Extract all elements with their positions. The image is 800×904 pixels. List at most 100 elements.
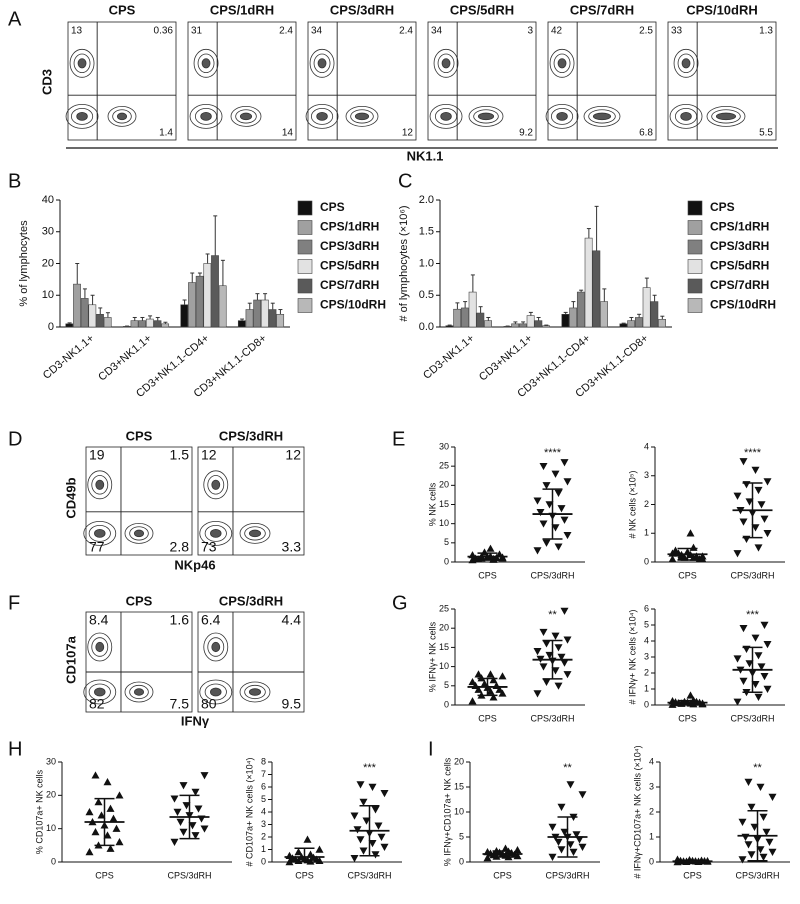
bar bbox=[576, 291, 585, 328]
y-tick-label: 15 bbox=[439, 499, 449, 509]
data-point bbox=[539, 628, 548, 637]
contour bbox=[199, 521, 233, 546]
data-point bbox=[768, 848, 777, 856]
contour bbox=[244, 526, 266, 541]
data-point bbox=[362, 817, 371, 825]
bar bbox=[453, 308, 462, 328]
y-tick-label: 30 bbox=[439, 441, 449, 451]
y-tick-label: 4 bbox=[261, 806, 266, 816]
data-point bbox=[498, 554, 507, 562]
y-tick-label: 1.5 bbox=[419, 226, 434, 238]
data-point bbox=[350, 812, 359, 820]
contour bbox=[91, 475, 109, 495]
contour bbox=[107, 106, 137, 127]
data-point bbox=[563, 478, 572, 486]
quadrant-percent: 3 bbox=[527, 26, 533, 37]
x-tick-label: CPS bbox=[478, 713, 497, 723]
contour bbox=[95, 641, 105, 653]
data-point bbox=[557, 803, 566, 811]
y-tick-label: 30 bbox=[46, 756, 56, 766]
contour bbox=[680, 112, 692, 121]
quadrant-percent: 9.2 bbox=[519, 128, 533, 139]
contour bbox=[550, 108, 574, 125]
quadrant-percent: 9.5 bbox=[282, 696, 302, 712]
data-point bbox=[745, 660, 754, 668]
contour bbox=[305, 104, 339, 129]
contour bbox=[235, 109, 257, 124]
data-point bbox=[468, 697, 477, 705]
x-tick-label: CPS bbox=[678, 713, 697, 723]
bar bbox=[80, 298, 89, 328]
data-point bbox=[578, 843, 587, 851]
data-point bbox=[739, 677, 748, 685]
y-axis-label: # CD107a+ NK cells (×10⁴) bbox=[244, 758, 254, 867]
contour bbox=[207, 475, 225, 495]
data-point bbox=[754, 544, 763, 552]
data-point bbox=[513, 846, 522, 854]
y-tick-label: 6 bbox=[644, 603, 649, 613]
x-tick-label: CPS/3dRH bbox=[530, 570, 574, 580]
contour bbox=[199, 679, 233, 705]
contour bbox=[711, 109, 741, 124]
panel-label: B bbox=[8, 170, 21, 192]
quadrant-percent: 2.8 bbox=[170, 539, 190, 555]
bar bbox=[584, 237, 593, 328]
y-axis-label: # NK cells (×10⁵) bbox=[627, 470, 637, 538]
y-tick-label: 20 bbox=[439, 480, 449, 490]
data-point bbox=[557, 653, 566, 661]
quadrant-percent: 34 bbox=[431, 26, 443, 37]
quadrant-percent: 42 bbox=[551, 26, 563, 37]
contour bbox=[316, 112, 328, 121]
data-point bbox=[106, 844, 115, 852]
y-tick-label: 0.5 bbox=[419, 289, 434, 301]
data-point bbox=[560, 659, 569, 667]
bar bbox=[658, 319, 667, 328]
data-point bbox=[486, 544, 495, 552]
data-point bbox=[554, 489, 563, 497]
contour bbox=[313, 53, 331, 74]
bar bbox=[253, 299, 262, 328]
y-axis-label: # IFNγ+CD107a+ NK cells (×10⁴) bbox=[632, 745, 642, 878]
y-tick-label: 5 bbox=[459, 831, 464, 841]
plot-frame bbox=[547, 21, 657, 141]
significance: *** bbox=[363, 762, 377, 774]
data-point bbox=[377, 833, 386, 841]
data-point bbox=[306, 850, 315, 858]
bar bbox=[218, 285, 227, 328]
contour bbox=[437, 53, 455, 74]
data-point bbox=[557, 505, 566, 513]
quadrant-percent: 4.4 bbox=[282, 612, 302, 628]
quadrant-percent: 34 bbox=[311, 26, 323, 37]
data-point bbox=[533, 547, 542, 555]
significance: **** bbox=[544, 447, 562, 459]
data-point bbox=[757, 663, 766, 671]
bar bbox=[103, 317, 112, 328]
contour bbox=[583, 106, 621, 127]
y-tick-label: 2 bbox=[649, 806, 654, 816]
data-point bbox=[551, 524, 560, 532]
data-point bbox=[760, 515, 769, 523]
data-point bbox=[733, 550, 742, 558]
data-point bbox=[359, 847, 368, 855]
bar bbox=[237, 320, 246, 328]
data-point bbox=[744, 778, 753, 786]
data-point bbox=[109, 814, 118, 822]
bar bbox=[542, 325, 551, 328]
bar bbox=[276, 313, 285, 328]
contour bbox=[210, 687, 222, 697]
quadrant-percent: 1.6 bbox=[170, 612, 190, 628]
x-tick-label: CPS/3dRH bbox=[167, 870, 211, 880]
contour bbox=[91, 637, 109, 657]
data-point bbox=[572, 831, 581, 839]
quadrant-percent: 82 bbox=[89, 696, 105, 712]
y-tick-label: 1 bbox=[644, 683, 649, 693]
contour bbox=[76, 112, 88, 121]
x-tick-label: CPS/3dRH bbox=[545, 870, 589, 880]
contour bbox=[244, 684, 266, 700]
data-point bbox=[380, 843, 389, 851]
contour bbox=[124, 523, 154, 544]
contour bbox=[345, 106, 379, 127]
data-point bbox=[751, 466, 760, 474]
contour bbox=[211, 641, 221, 653]
y-axis-label: % IFNγ+ NK cells bbox=[427, 621, 437, 692]
